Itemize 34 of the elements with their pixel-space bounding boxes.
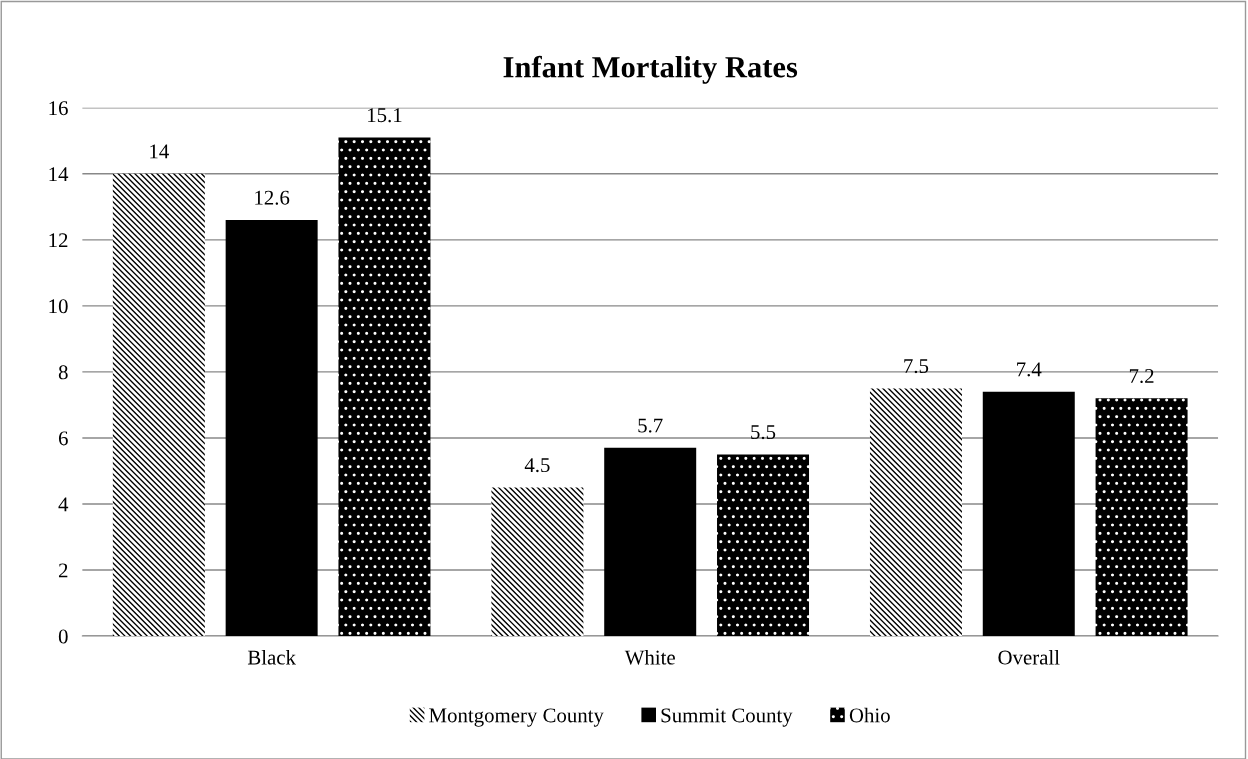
data-label: 5.5 — [751, 425, 776, 440]
x-tick-label: White — [624, 649, 675, 665]
data-label: 12.6 — [255, 190, 290, 205]
data-label: 14 — [150, 144, 169, 159]
bar — [1095, 398, 1188, 637]
legend-label: Ohio — [849, 707, 890, 723]
bar — [869, 388, 962, 637]
x-tick-label: Overall — [998, 649, 1060, 665]
y-tick-label: 10 — [49, 299, 68, 314]
bar — [225, 220, 318, 637]
bar — [982, 391, 1075, 637]
y-tick-label: 16 — [49, 101, 68, 116]
y-tick-label: 6 — [58, 431, 68, 446]
data-label: 5.7 — [638, 418, 663, 433]
data-label: 7.4 — [1017, 362, 1042, 377]
bar — [112, 173, 205, 637]
data-label: 15.1 — [368, 108, 402, 123]
legend-label: Montgomery County — [429, 708, 604, 727]
y-tick-label: 4 — [58, 497, 69, 512]
x-tick-label: Black — [247, 649, 296, 665]
bar — [717, 454, 810, 637]
y-tick-label: 0 — [58, 629, 68, 644]
bar — [604, 447, 697, 637]
chart-title: Infant Mortality Rates — [503, 55, 798, 84]
bar — [491, 487, 584, 637]
data-label: 7.5 — [904, 359, 929, 374]
bar — [338, 137, 431, 637]
data-label: 7.2 — [1129, 368, 1154, 384]
y-tick-label: 14 — [49, 167, 69, 182]
y-tick-label: 2 — [58, 563, 68, 578]
data-label: 4.5 — [524, 458, 550, 473]
legend-label: Summit County — [661, 708, 793, 727]
y-tick-label: 8 — [58, 365, 68, 380]
y-tick-label: 12 — [49, 233, 68, 248]
